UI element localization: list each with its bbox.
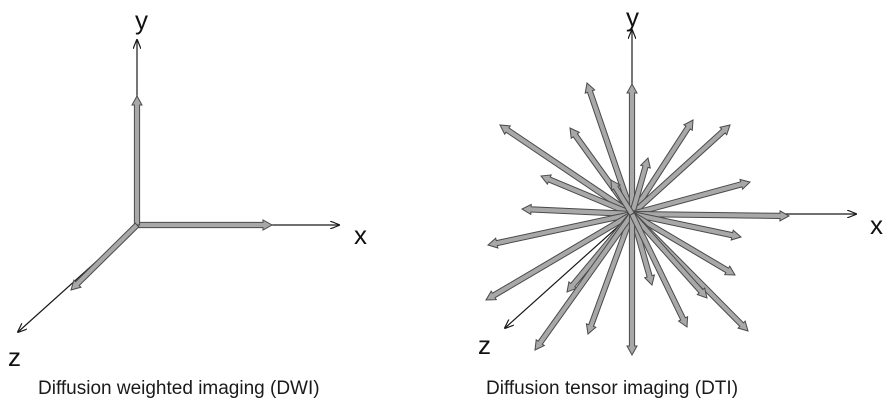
- dti-vector: [585, 212, 636, 335]
- dti-axes: [505, 30, 856, 328]
- dti-vector: [626, 213, 638, 357]
- dti-vector: [630, 211, 736, 276]
- dti-z-axis: [505, 213, 633, 328]
- dti-vector: [629, 211, 708, 299]
- dti-x-label: x: [870, 210, 883, 240]
- dti-vector: [631, 210, 791, 222]
- dwi-vector-z: [70, 222, 140, 291]
- dti-vector: [626, 82, 638, 215]
- dti-vector: [630, 210, 743, 241]
- dwi-gradient-vectors: [70, 94, 274, 291]
- dti-y-label: y: [626, 2, 639, 32]
- dti-gradient-vectors: [485, 82, 791, 357]
- dwi-panel: x y z: [8, 5, 367, 372]
- dwi-vector-y: [131, 94, 143, 226]
- dwi-vector-x: [136, 219, 274, 231]
- dti-vector: [629, 124, 731, 217]
- dti-vector: [499, 124, 635, 217]
- dwi-z-label: z: [8, 342, 21, 372]
- dti-vector: [534, 211, 635, 351]
- dti-caption: Diffusion tensor imaging (DTI): [486, 378, 739, 399]
- dwi-y-label: y: [135, 5, 148, 35]
- dti-vector: [629, 212, 689, 328]
- dti-vector: [486, 210, 634, 249]
- dti-vector: [628, 157, 651, 216]
- dwi-x-label: x: [354, 220, 367, 250]
- dti-vector: [610, 179, 635, 217]
- dti-z-label: z: [478, 330, 491, 360]
- dti-panel: x y z: [478, 2, 883, 360]
- dwi-caption: Diffusion weighted imaging (DWI): [38, 378, 320, 399]
- dti-vector: [485, 211, 634, 301]
- dti-vector: [630, 178, 751, 218]
- dwi-axes: [18, 40, 339, 332]
